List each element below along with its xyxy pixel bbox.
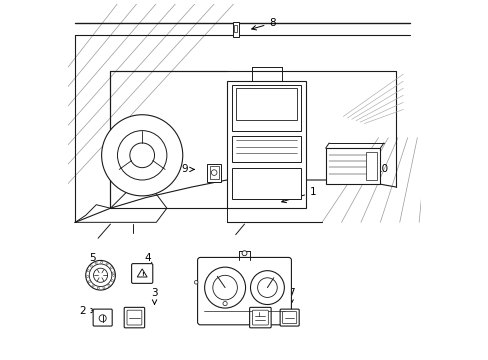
Text: !: ! xyxy=(141,272,143,277)
Bar xyxy=(232,22,238,37)
Text: 2: 2 xyxy=(80,306,95,315)
Bar xyxy=(226,81,305,208)
Circle shape xyxy=(85,260,115,290)
Text: 4: 4 xyxy=(144,253,151,268)
Text: 7: 7 xyxy=(287,288,294,304)
Circle shape xyxy=(223,301,227,306)
Circle shape xyxy=(111,280,113,282)
Bar xyxy=(234,25,237,32)
Bar xyxy=(207,164,221,182)
Circle shape xyxy=(106,263,108,265)
Circle shape xyxy=(204,267,245,308)
Text: 5: 5 xyxy=(89,253,99,266)
FancyBboxPatch shape xyxy=(124,307,144,328)
Bar xyxy=(232,85,300,131)
Circle shape xyxy=(95,262,97,264)
Text: 9: 9 xyxy=(181,165,194,174)
FancyBboxPatch shape xyxy=(127,310,142,325)
Circle shape xyxy=(242,251,246,256)
Bar xyxy=(366,152,376,180)
Bar xyxy=(232,136,300,162)
Circle shape xyxy=(250,271,284,305)
Text: 6: 6 xyxy=(261,288,268,304)
FancyBboxPatch shape xyxy=(93,309,112,326)
FancyBboxPatch shape xyxy=(282,312,296,324)
FancyBboxPatch shape xyxy=(280,309,299,326)
Circle shape xyxy=(88,281,90,283)
Circle shape xyxy=(212,275,237,300)
Text: 3: 3 xyxy=(151,288,158,304)
Circle shape xyxy=(92,285,94,287)
Circle shape xyxy=(130,143,154,168)
Circle shape xyxy=(99,315,106,322)
FancyBboxPatch shape xyxy=(131,264,152,283)
FancyBboxPatch shape xyxy=(197,257,291,325)
Circle shape xyxy=(110,267,112,269)
Circle shape xyxy=(108,284,110,286)
Text: 8: 8 xyxy=(251,18,275,30)
Circle shape xyxy=(112,274,114,276)
Text: 10: 10 xyxy=(368,165,388,174)
Text: 1: 1 xyxy=(281,187,316,203)
Circle shape xyxy=(102,115,183,196)
Bar xyxy=(235,88,297,120)
Bar xyxy=(325,148,380,184)
Polygon shape xyxy=(137,269,147,277)
Circle shape xyxy=(101,261,102,263)
Circle shape xyxy=(97,287,99,289)
Bar xyxy=(232,168,300,199)
Circle shape xyxy=(89,264,112,287)
Circle shape xyxy=(86,275,88,278)
Circle shape xyxy=(87,270,89,272)
FancyBboxPatch shape xyxy=(249,307,270,328)
Circle shape xyxy=(257,278,277,297)
Bar xyxy=(209,166,218,179)
Circle shape xyxy=(117,131,166,180)
Circle shape xyxy=(194,280,198,284)
Circle shape xyxy=(211,170,217,175)
FancyBboxPatch shape xyxy=(252,310,268,325)
Circle shape xyxy=(93,268,107,282)
Circle shape xyxy=(112,272,114,274)
Circle shape xyxy=(90,265,92,267)
Circle shape xyxy=(102,287,105,289)
